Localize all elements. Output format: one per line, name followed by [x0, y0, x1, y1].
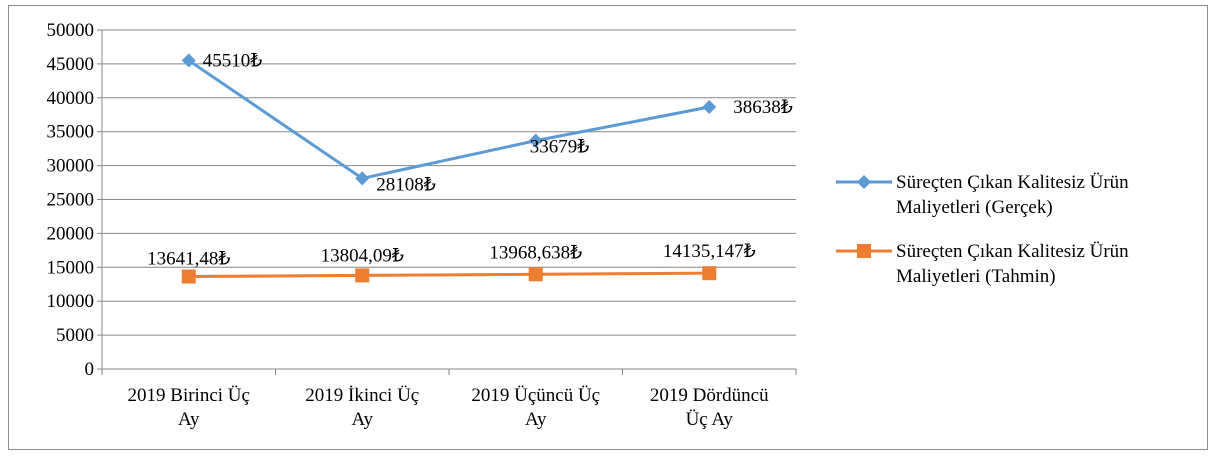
legend-label-line: Süreçten Çıkan Kalitesiz Ürün	[896, 172, 1129, 193]
y-tick-label: 20000	[47, 223, 95, 244]
data-label: 33679₺	[530, 137, 590, 158]
data-label: 13968,638₺	[489, 242, 582, 263]
x-tick-label: 2019 İkinci Üç Ay	[305, 385, 419, 430]
legend-marker	[857, 175, 871, 189]
y-tick-label: 15000	[47, 257, 95, 278]
legend-label: Süreçten Çıkan Kalitesiz Ürün Maliyetleri…	[896, 241, 1129, 287]
x-tick-label-line: 2019 Dördüncü	[650, 385, 769, 406]
x-tick-label-line: Ay	[178, 409, 200, 430]
legend-label: Süreçten Çıkan Kalitesiz Ürün Maliyetleri…	[896, 172, 1129, 218]
data-label: 45510₺	[203, 50, 263, 71]
data-label: 13641,48₺	[147, 249, 230, 270]
data-label: 13804,09₺	[321, 245, 404, 266]
data-point-square	[181, 269, 196, 284]
y-tick-label: 0	[85, 359, 95, 380]
data-point-square	[702, 266, 717, 281]
x-tick-label-line: Ay	[352, 409, 374, 430]
x-tick-label: 2019 Dördüncü Üç Ay	[650, 385, 769, 430]
chart-frame	[8, 5, 1208, 450]
data-point-diamond	[181, 53, 196, 68]
data-point-square	[528, 267, 543, 282]
legend-label-line: Maliyetleri (Tahmin)	[896, 266, 1056, 287]
y-tick-label: 45000	[47, 54, 95, 75]
data-point-diamond	[355, 171, 370, 186]
data-point-diamond	[528, 133, 543, 148]
x-tick-label-line: 2019 İkinci Üç	[305, 385, 419, 406]
data-label: 28108₺	[376, 174, 436, 195]
y-tick-label: 25000	[47, 190, 95, 211]
data-point-diamond	[702, 100, 717, 115]
series-line	[188, 271, 710, 279]
series-line	[187, 59, 710, 180]
x-tick-label: 2019 Birinci Üç Ay	[128, 385, 250, 430]
legend-label-line: Süreçten Çıkan Kalitesiz Ürün	[896, 241, 1129, 262]
legend-label-line: Maliyetleri (Gerçek)	[896, 197, 1053, 218]
data-label: 14135,147₺	[663, 241, 756, 262]
legend-marker	[857, 244, 871, 258]
data-point-square	[355, 268, 370, 283]
data-label: 38638₺	[733, 97, 793, 118]
y-tick-label: 50000	[47, 20, 95, 41]
y-tick-label: 30000	[47, 156, 95, 177]
y-tick-label: 5000	[56, 325, 94, 346]
y-tick-label: 40000	[47, 88, 95, 109]
x-tick-label-line: Üç Ay	[686, 409, 734, 430]
y-tick-label: 10000	[47, 291, 95, 312]
x-tick-label-line: Ay	[525, 409, 547, 430]
x-tick-label-line: 2019 Üçüncü Üç	[471, 385, 600, 406]
x-tick-label-line: 2019 Birinci Üç	[128, 385, 250, 406]
x-tick-label: 2019 Üçüncü Üç Ay	[471, 385, 600, 430]
y-tick-label: 35000	[47, 122, 95, 143]
